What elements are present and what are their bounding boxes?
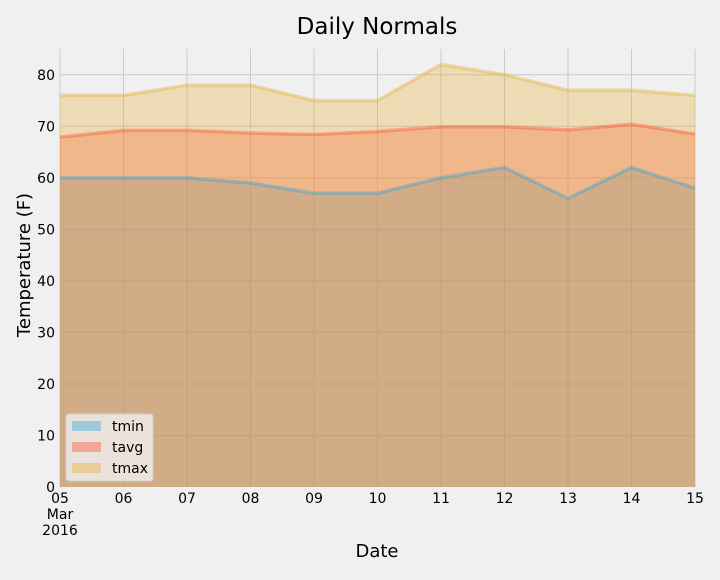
x-tick-sublabel: Mar	[47, 507, 74, 523]
legend-frame	[65, 413, 154, 482]
y-axis-label: Temperature (F)	[14, 193, 35, 338]
legend-swatch-tmin	[72, 421, 101, 431]
legend-swatch-tmax	[72, 463, 101, 473]
x-tick-label: 05	[51, 491, 69, 507]
y-tick-label: 0	[46, 480, 55, 496]
x-tick-label: 12	[496, 491, 514, 507]
y-tick-label: 80	[37, 68, 55, 84]
line-tavg	[59, 122, 696, 139]
legend-swatch-tavg	[72, 442, 101, 452]
y-tick-label: 20	[37, 377, 55, 393]
legend-label-tavg: tavg	[112, 440, 143, 456]
area-tavg	[60, 124, 695, 487]
grid-lines	[59, 49, 696, 487]
x-axis-label: Date	[355, 541, 398, 562]
y-tick-label: 70	[37, 119, 55, 135]
y-tick-label: 50	[37, 222, 55, 238]
chart-title: Daily Normals	[297, 14, 458, 40]
x-tick-label: 14	[623, 491, 641, 507]
y-tick-label: 40	[37, 274, 55, 290]
x-tick-label: 15	[686, 491, 704, 507]
legend: tmin tavg tmax	[65, 413, 154, 482]
x-tick-label: 08	[242, 491, 260, 507]
x-tick-label: 10	[369, 491, 387, 507]
x-tick-label: 07	[178, 491, 196, 507]
x-tick-label: 06	[115, 491, 133, 507]
x-tick-label: 13	[559, 491, 577, 507]
x-tick-label: 09	[305, 491, 323, 507]
area-tmax	[60, 64, 695, 487]
x-tick-sublabel: 2016	[42, 523, 78, 539]
line-tmax	[60, 62, 696, 103]
y-tick-label: 30	[37, 325, 55, 341]
y-tick-label: 10	[37, 428, 55, 444]
series-areas	[59, 62, 696, 488]
legend-label-tmin: tmin	[112, 419, 144, 435]
area-tmin	[60, 167, 695, 488]
legend-label-tmax: tmax	[112, 461, 148, 477]
y-axis-ticks: 0 10 20 30 40 50 60 70 80	[37, 68, 55, 496]
line-tmin	[60, 165, 696, 201]
x-tick-label: 11	[432, 491, 450, 507]
y-tick-label: 60	[37, 171, 55, 187]
